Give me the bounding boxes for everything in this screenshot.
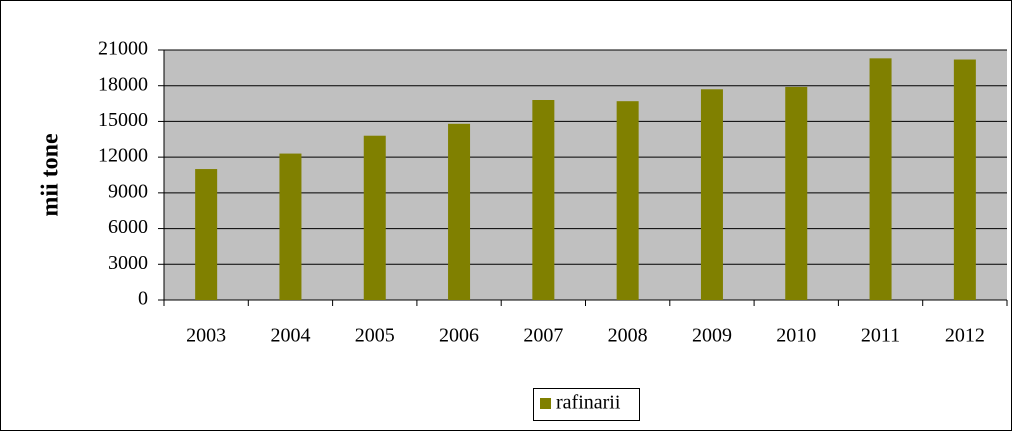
y-tick-label: 21000	[98, 38, 148, 60]
bar	[532, 100, 555, 300]
y-tick-label: 12000	[98, 145, 148, 167]
y-tick-label: 0	[138, 288, 148, 310]
bar	[616, 101, 639, 300]
bar	[953, 59, 976, 301]
x-tick-label: 2008	[608, 325, 648, 347]
x-tick-label: 2011	[861, 325, 900, 347]
y-tick-label: 3000	[108, 252, 148, 274]
y-tick-label: 6000	[108, 216, 148, 238]
x-tick-label: 2010	[776, 325, 816, 347]
plot-area	[164, 50, 1007, 300]
y-tick-label: 15000	[98, 109, 148, 131]
bar	[279, 153, 302, 300]
x-tick-label: 2007	[523, 325, 563, 347]
y-tick-label: 18000	[98, 73, 148, 95]
y-axis-label: mii tone	[38, 133, 64, 217]
bar	[195, 169, 218, 300]
bar	[363, 135, 386, 300]
x-tick-label: 2012	[945, 325, 985, 347]
x-tick-label: 2005	[355, 325, 395, 347]
bar	[448, 123, 471, 300]
x-tick-label: 2009	[692, 325, 732, 347]
legend-label: rafinarii	[556, 392, 621, 414]
x-tick-label: 2003	[186, 325, 226, 347]
x-tick-label: 2004	[270, 325, 310, 347]
legend-swatch	[540, 398, 551, 409]
legend-box	[533, 388, 640, 421]
y-tick-label: 9000	[108, 180, 148, 202]
bar	[869, 58, 892, 301]
x-tick-label: 2006	[439, 325, 479, 347]
bar	[700, 89, 723, 301]
bar	[785, 86, 808, 301]
